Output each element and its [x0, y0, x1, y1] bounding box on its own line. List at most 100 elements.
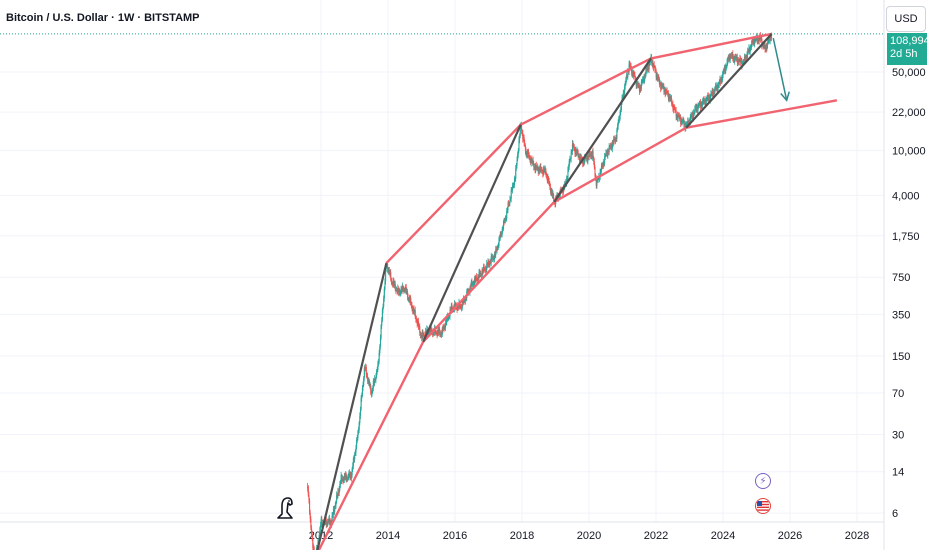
candle-body — [639, 87, 641, 92]
candle-body — [697, 105, 699, 111]
candle-body — [409, 298, 411, 302]
candle-body — [620, 109, 622, 112]
impulse-leg-line[interactable] — [553, 57, 652, 203]
candle-body — [542, 169, 545, 175]
candle-body — [490, 261, 492, 263]
candle-body — [336, 494, 338, 502]
candle-body — [550, 190, 552, 193]
candle-body — [332, 514, 334, 516]
candle-body — [394, 283, 396, 290]
candle-body — [339, 481, 342, 485]
candle-body — [745, 57, 747, 61]
candle-body — [534, 166, 536, 171]
candle-body — [705, 100, 707, 105]
candle-body — [758, 38, 760, 42]
candle-body — [626, 75, 628, 77]
projection-arrow[interactable] — [772, 37, 788, 101]
candle-body — [341, 478, 344, 481]
candle-body — [428, 331, 430, 333]
impulse-leg-line[interactable] — [685, 33, 773, 129]
candle-body — [693, 112, 695, 118]
candle-body — [373, 381, 375, 383]
candle-body — [764, 44, 766, 50]
candle-body — [665, 90, 668, 92]
candle-body — [450, 309, 452, 311]
candle-body — [544, 168, 546, 172]
us-flag-icon[interactable] — [755, 498, 771, 514]
candle-body — [422, 332, 424, 337]
candle-body — [751, 39, 753, 44]
candle-body — [649, 62, 651, 64]
candle-body — [584, 156, 586, 163]
candle-body — [430, 327, 432, 332]
impulse-leg-line[interactable] — [422, 124, 522, 343]
candle-body — [548, 181, 550, 184]
candle-body — [551, 192, 554, 195]
candle-body — [331, 515, 333, 522]
candle-body — [533, 163, 535, 168]
candle-body — [734, 58, 736, 62]
candle-body — [684, 123, 686, 129]
currency-selector[interactable]: USD — [886, 6, 926, 32]
candle-body — [501, 234, 503, 236]
candle-body — [607, 151, 609, 156]
x-tick-label: 2016 — [443, 530, 467, 542]
upper-channel-line[interactable] — [385, 32, 772, 264]
candle-body — [554, 202, 556, 205]
candle-body — [445, 322, 447, 324]
candle-body — [750, 47, 752, 48]
candle-body — [707, 95, 709, 98]
candle-body — [472, 283, 474, 285]
candle-body — [593, 161, 595, 168]
candle-body — [696, 107, 698, 111]
candle-body — [417, 321, 420, 327]
candle-body — [577, 150, 579, 153]
candle-body — [312, 547, 315, 548]
candle-body — [522, 133, 524, 140]
candle-body — [629, 64, 631, 67]
candle-body — [680, 120, 682, 124]
candle-body — [533, 166, 535, 168]
candle-body — [659, 83, 661, 85]
candle-body — [321, 518, 323, 525]
trend-drawings[interactable] — [316, 32, 838, 550]
candle-body — [642, 79, 644, 81]
candle-body — [711, 90, 713, 94]
y-tick-label: 6 — [892, 508, 898, 520]
candle-body — [675, 110, 677, 118]
candle-body — [768, 36, 770, 41]
candle-body — [383, 298, 385, 307]
candle-body — [343, 475, 345, 480]
candle-body — [693, 112, 695, 114]
candle-body — [425, 331, 427, 333]
candle-body — [602, 164, 604, 167]
candle-body — [517, 154, 519, 160]
candle-body — [363, 368, 365, 378]
candle-body — [502, 228, 504, 230]
candle-body — [655, 69, 657, 71]
candle-body — [671, 98, 673, 104]
candle-body — [656, 75, 659, 79]
candle-body — [564, 182, 566, 184]
tradingview-dino-icon[interactable] — [277, 497, 293, 519]
lightning-icon[interactable]: ⚡ — [755, 473, 771, 489]
candle-body — [568, 161, 570, 168]
candle-body — [368, 380, 370, 383]
candle-body — [362, 384, 364, 388]
candle-body — [539, 166, 541, 172]
candle-body — [405, 286, 407, 292]
candle-body — [345, 474, 347, 480]
candle-body — [531, 159, 534, 163]
candle-body — [746, 54, 748, 59]
candle-body — [673, 106, 675, 110]
candle-body — [712, 90, 714, 96]
impulse-leg-line[interactable] — [316, 262, 388, 550]
candle-body — [348, 472, 350, 478]
candle-body — [327, 521, 329, 524]
candle-body — [714, 86, 717, 89]
candle-body — [450, 305, 452, 311]
candle-body — [709, 95, 711, 101]
candle-body — [611, 145, 613, 149]
candle-body — [459, 306, 461, 307]
